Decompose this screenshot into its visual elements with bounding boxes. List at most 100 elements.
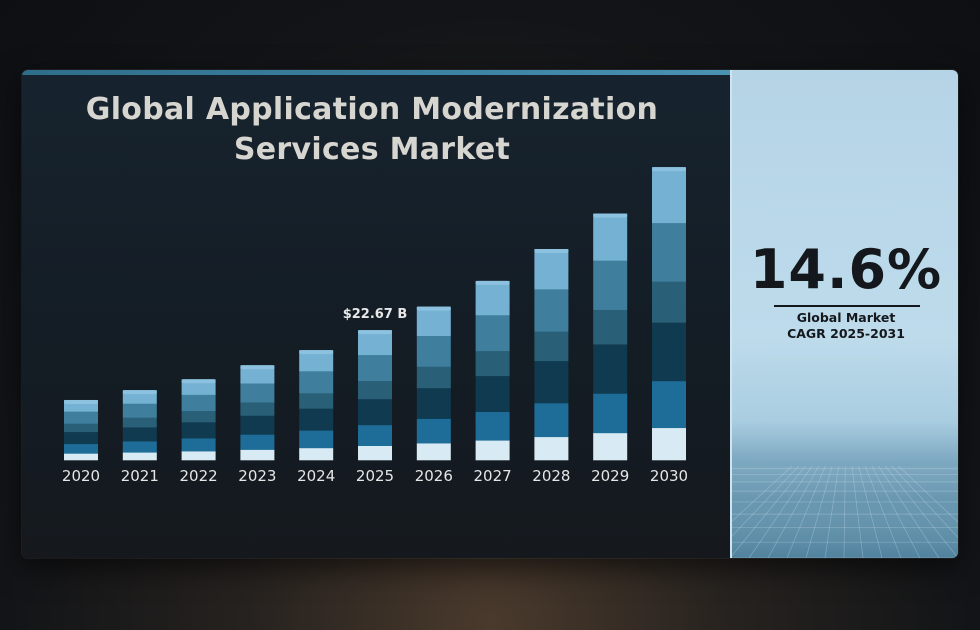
bar-2020-segment-4 xyxy=(64,423,98,433)
cagr-underline xyxy=(774,305,920,307)
bar-2020-cap xyxy=(64,399,98,404)
bar-2023-segment-5 xyxy=(240,383,275,403)
bar-2024 xyxy=(299,350,334,461)
bar-2023-cap xyxy=(240,365,275,370)
data-labels: $22.67 B xyxy=(343,307,408,322)
bar-2029-segment-1 xyxy=(593,432,628,461)
bar-2022-segment-4 xyxy=(181,410,216,423)
bar-2023-segment-2 xyxy=(240,434,275,450)
chart-title-line-2: Services Market xyxy=(233,132,511,167)
bar-2020-segment-5 xyxy=(64,411,98,424)
bar-2028-segment-2 xyxy=(534,403,569,438)
bar-2025-segment-5 xyxy=(358,354,392,382)
data-label-2025: $22.67 B xyxy=(343,307,408,322)
bar-2028-segment-5 xyxy=(534,289,569,332)
bar-2022-segment-1 xyxy=(181,451,216,461)
x-tick-label-2023: 2023 xyxy=(238,467,276,485)
bar-2021-segment-3 xyxy=(122,427,157,442)
bar-2025-segment-3 xyxy=(358,398,392,426)
bar-2026-segment-6 xyxy=(416,306,451,337)
cagr-label-line-1: Global Market xyxy=(796,310,896,325)
bar-2022-segment-5 xyxy=(181,394,216,412)
x-tick-label-2027: 2027 xyxy=(474,467,512,485)
chart-title-line-1: Global Application Modernization xyxy=(85,92,659,127)
bar-2021-cap xyxy=(122,390,157,395)
bar-2020-segment-3 xyxy=(64,431,98,445)
bar-2028-segment-6 xyxy=(534,248,569,290)
bar-2023 xyxy=(240,365,275,461)
bars-group xyxy=(64,167,686,461)
bar-2021-segment-4 xyxy=(122,417,157,428)
bar-2030-segment-3 xyxy=(652,322,686,382)
x-tick-label-2021: 2021 xyxy=(121,467,159,485)
bar-2021-segment-1 xyxy=(122,452,157,461)
bar-2025-segment-4 xyxy=(358,380,392,400)
bar-2030-segment-2 xyxy=(652,380,686,429)
bar-2029-segment-3 xyxy=(593,344,628,394)
card-accent-bar xyxy=(22,70,730,75)
bar-2023-segment-6 xyxy=(240,365,275,384)
bar-2028-segment-1 xyxy=(534,436,569,461)
cagr-panel: 14.6% Global Market CAGR 2025-2031 xyxy=(730,70,958,558)
bar-2025-segment-1 xyxy=(358,445,392,461)
x-tick-label-2028: 2028 xyxy=(532,467,570,485)
bar-2030-segment-4 xyxy=(652,281,686,323)
bar-2029-segment-6 xyxy=(593,213,628,261)
bar-2024-segment-4 xyxy=(299,392,334,409)
bar-2024-segment-3 xyxy=(299,408,334,431)
bar-2025-segment-2 xyxy=(358,424,392,447)
bar-2022-cap xyxy=(181,379,216,384)
bar-2027-segment-6 xyxy=(475,280,510,316)
bar-2026-segment-1 xyxy=(416,443,451,461)
bar-2023-segment-3 xyxy=(240,415,275,435)
bar-2029-segment-4 xyxy=(593,309,628,345)
bar-2030-segment-1 xyxy=(652,427,686,461)
bar-2024-segment-6 xyxy=(299,350,334,372)
bar-2027-cap xyxy=(475,280,510,285)
bar-2027-segment-3 xyxy=(475,375,510,412)
bar-2024-segment-5 xyxy=(299,370,334,394)
bar-2030-segment-5 xyxy=(652,222,686,282)
bar-2020-segment-6 xyxy=(64,399,98,412)
x-tick-label-2030: 2030 xyxy=(650,467,688,485)
bar-2022-segment-2 xyxy=(181,438,216,452)
x-tick-label-2020: 2020 xyxy=(62,467,100,485)
bar-2030-segment-6 xyxy=(652,167,686,224)
x-tick-label-2022: 2022 xyxy=(180,467,218,485)
bar-2026-cap xyxy=(416,306,451,311)
bar-chart: 2020 2021 2022 2023 2024 2025 2026 2027 2028 2029… xyxy=(62,167,688,485)
cagr-label: Global Market CAGR 2025-2031 xyxy=(732,310,958,342)
bar-2020 xyxy=(64,399,98,461)
bar-2026-segment-2 xyxy=(416,418,451,444)
bar-2024-cap xyxy=(299,350,334,355)
bar-2027-segment-4 xyxy=(475,350,510,377)
bar-2028-cap xyxy=(534,248,569,253)
bar-2029-cap xyxy=(593,213,628,218)
bar-2026-segment-4 xyxy=(416,366,451,389)
chart-title: Global Application Modernization Service… xyxy=(62,90,682,170)
cagr-label-line-2: CAGR 2025-2031 xyxy=(787,326,905,341)
bar-2026 xyxy=(416,306,451,461)
bar-2028 xyxy=(534,248,569,461)
bar-2029-segment-5 xyxy=(593,260,628,310)
market-card: 2020 2021 2022 2023 2024 2025 2026 2027 2028 2029… xyxy=(22,70,958,558)
x-tick-labels: 2020 2021 2022 2023 2024 2025 2026 2027 2028 2029… xyxy=(62,467,688,485)
bar-2027-segment-5 xyxy=(475,314,510,352)
bar-2026-segment-5 xyxy=(416,335,451,367)
bar-2024-segment-1 xyxy=(299,447,334,461)
bar-2029 xyxy=(593,213,628,461)
bar-2025-segment-6 xyxy=(358,330,392,356)
bar-2027-segment-1 xyxy=(475,440,510,461)
x-tick-label-2026: 2026 xyxy=(415,467,453,485)
bar-2026-segment-3 xyxy=(416,387,451,419)
bar-2021-segment-5 xyxy=(122,403,157,418)
bar-2020-segment-1 xyxy=(64,453,98,461)
bar-2020-segment-2 xyxy=(64,443,98,454)
bar-2030-cap xyxy=(652,167,686,172)
x-tick-label-2029: 2029 xyxy=(591,467,629,485)
bar-2021-segment-2 xyxy=(122,441,157,453)
bar-2022 xyxy=(181,379,216,461)
bar-2021 xyxy=(122,390,157,461)
bar-2023-segment-4 xyxy=(240,402,275,416)
grid-floor-graphic xyxy=(732,466,958,558)
